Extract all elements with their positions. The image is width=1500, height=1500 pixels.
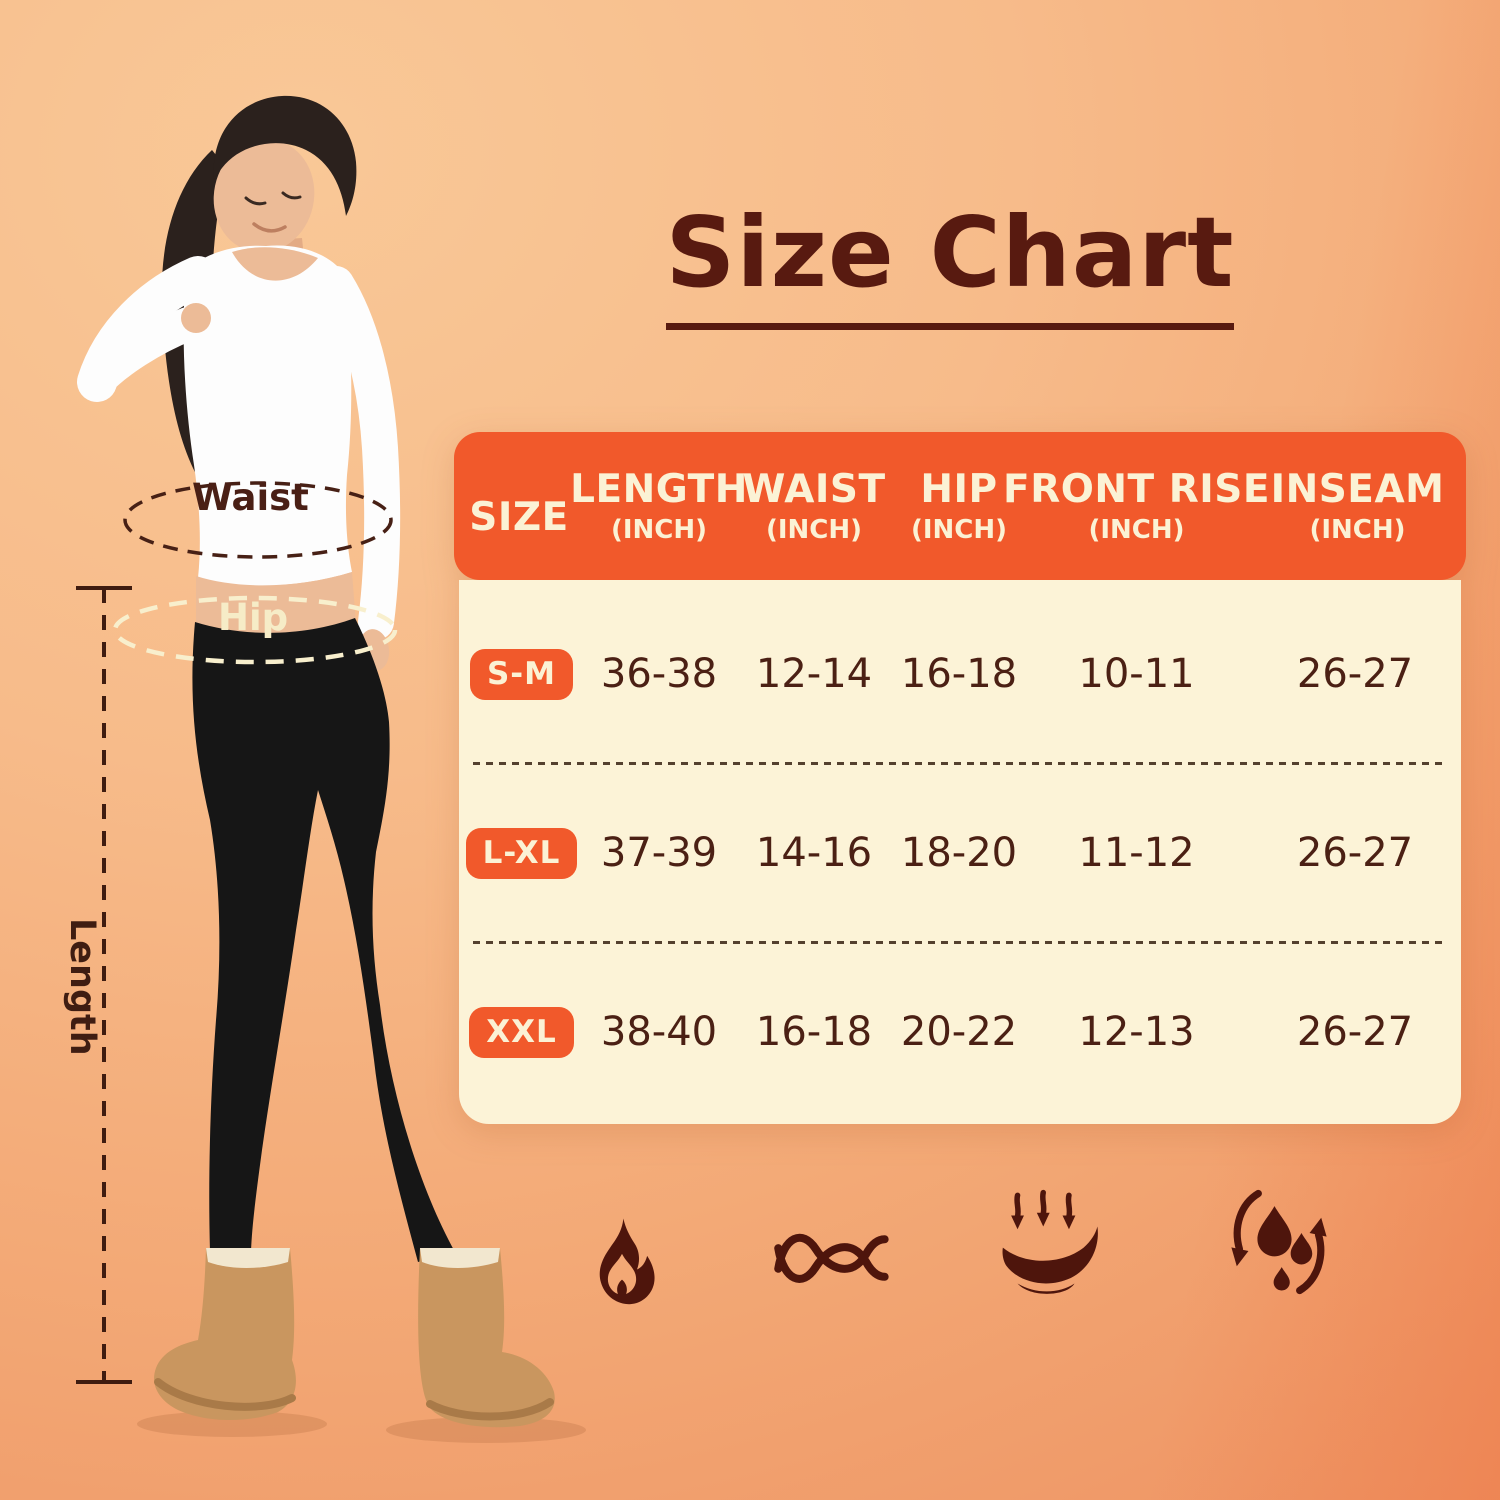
length-label: Length bbox=[62, 918, 102, 1056]
cell-length: 38-40 bbox=[600, 1009, 718, 1055]
cell-waist: 16-18 bbox=[755, 1009, 873, 1055]
cell-inseam: 26-27 bbox=[1296, 1009, 1414, 1055]
sweat-absorbing-icon bbox=[990, 1188, 1102, 1300]
boot-right-sole bbox=[426, 1398, 554, 1421]
cell-hip: 18-20 bbox=[900, 830, 1018, 876]
model-neckline bbox=[232, 247, 318, 281]
column-header-length: LENGTH (INCH) bbox=[570, 467, 747, 545]
model-hand-right bbox=[358, 629, 390, 671]
page-title: Size Chart bbox=[665, 196, 1235, 309]
cell-inseam: 26-27 bbox=[1296, 830, 1414, 876]
waist-label: Waist bbox=[192, 476, 309, 519]
column-header-inseam: INSEAM (INCH) bbox=[1249, 467, 1466, 545]
row-separator bbox=[473, 941, 1447, 944]
boot-right-cuff bbox=[420, 1248, 500, 1268]
stretch-fabric-icon bbox=[772, 1212, 890, 1304]
table-body: S-M 36-38 12-14 16-18 10-11 26-27 L-XL 3… bbox=[459, 580, 1461, 1124]
title-underline bbox=[666, 322, 1234, 330]
size-badge: L-XL bbox=[465, 827, 578, 879]
cell-front-rise: 11-12 bbox=[1078, 830, 1195, 876]
cell-front-rise: 10-11 bbox=[1078, 651, 1195, 697]
column-unit: (INCH) bbox=[610, 515, 708, 545]
model-hand-raised bbox=[181, 303, 211, 333]
hair-ponytail bbox=[161, 150, 228, 474]
model-neck bbox=[242, 238, 306, 284]
model-top bbox=[183, 245, 352, 586]
model-arm-raised bbox=[77, 256, 218, 402]
cell-hip: 20-22 bbox=[900, 1009, 1018, 1055]
column-label: HIP bbox=[920, 467, 998, 512]
table-header: SIZE LENGTH (INCH) WAIST (INCH) HIP (INC… bbox=[454, 432, 1466, 580]
cell-front-rise: 12-13 bbox=[1078, 1009, 1195, 1055]
cell-waist: 12-14 bbox=[755, 651, 873, 697]
moisture-wicking-icon bbox=[1226, 1182, 1332, 1302]
row-separator bbox=[473, 762, 1447, 765]
boot-right bbox=[418, 1248, 555, 1428]
cell-length: 36-38 bbox=[600, 651, 718, 697]
boot-left-cuff bbox=[206, 1248, 290, 1268]
model-eye bbox=[244, 196, 267, 206]
column-unit: (INCH) bbox=[1088, 515, 1185, 545]
column-unit: (INCH) bbox=[765, 515, 863, 545]
column-header-front-rise: FRONT RISE (INCH) bbox=[1003, 467, 1269, 545]
cell-length: 37-39 bbox=[600, 830, 718, 876]
column-label: LENGTH bbox=[570, 467, 748, 512]
hair-cap bbox=[213, 95, 357, 216]
size-table: SIZE LENGTH (INCH) WAIST (INCH) HIP (INC… bbox=[454, 432, 1466, 1124]
column-label: FRONT RISE bbox=[1003, 467, 1270, 512]
column-label: INSEAM bbox=[1270, 467, 1445, 512]
cell-hip: 16-18 bbox=[900, 651, 1018, 697]
cell-size: L-XL bbox=[459, 827, 584, 879]
title-block: Size Chart bbox=[640, 196, 1260, 330]
model-eye bbox=[281, 191, 302, 200]
hip-label: Hip bbox=[218, 596, 289, 639]
model-smile bbox=[252, 222, 287, 233]
flame-icon bbox=[588, 1192, 656, 1332]
column-header-size: SIZE bbox=[454, 469, 584, 543]
size-badge: S-M bbox=[469, 648, 574, 700]
cell-inseam: 26-27 bbox=[1296, 651, 1414, 697]
ground-shadow bbox=[137, 1411, 327, 1437]
table-row: L-XL 37-39 14-16 18-20 11-12 26-27 bbox=[459, 765, 1461, 941]
column-label: SIZE bbox=[469, 495, 569, 540]
cell-size: S-M bbox=[459, 648, 584, 700]
model-arm-raised bbox=[80, 307, 205, 399]
table-row: XXL 38-40 16-18 20-22 12-13 26-27 bbox=[459, 944, 1461, 1120]
model-leggings bbox=[192, 618, 456, 1262]
model-arm-right bbox=[318, 266, 401, 640]
cell-size: XXL bbox=[459, 1006, 584, 1058]
column-unit: (INCH) bbox=[1309, 515, 1406, 545]
column-label: WAIST bbox=[742, 467, 886, 512]
boot-left-sole bbox=[154, 1378, 296, 1411]
cell-waist: 14-16 bbox=[755, 830, 873, 876]
model-head bbox=[213, 139, 315, 253]
column-unit: (INCH) bbox=[910, 515, 1008, 545]
table-row: S-M 36-38 12-14 16-18 10-11 26-27 bbox=[459, 580, 1461, 762]
column-header-waist: WAIST (INCH) bbox=[734, 467, 894, 545]
boot-left bbox=[154, 1248, 296, 1421]
column-header-hip: HIP (INCH) bbox=[894, 467, 1024, 545]
ground-shadow bbox=[386, 1417, 586, 1443]
size-badge: XXL bbox=[469, 1006, 574, 1058]
